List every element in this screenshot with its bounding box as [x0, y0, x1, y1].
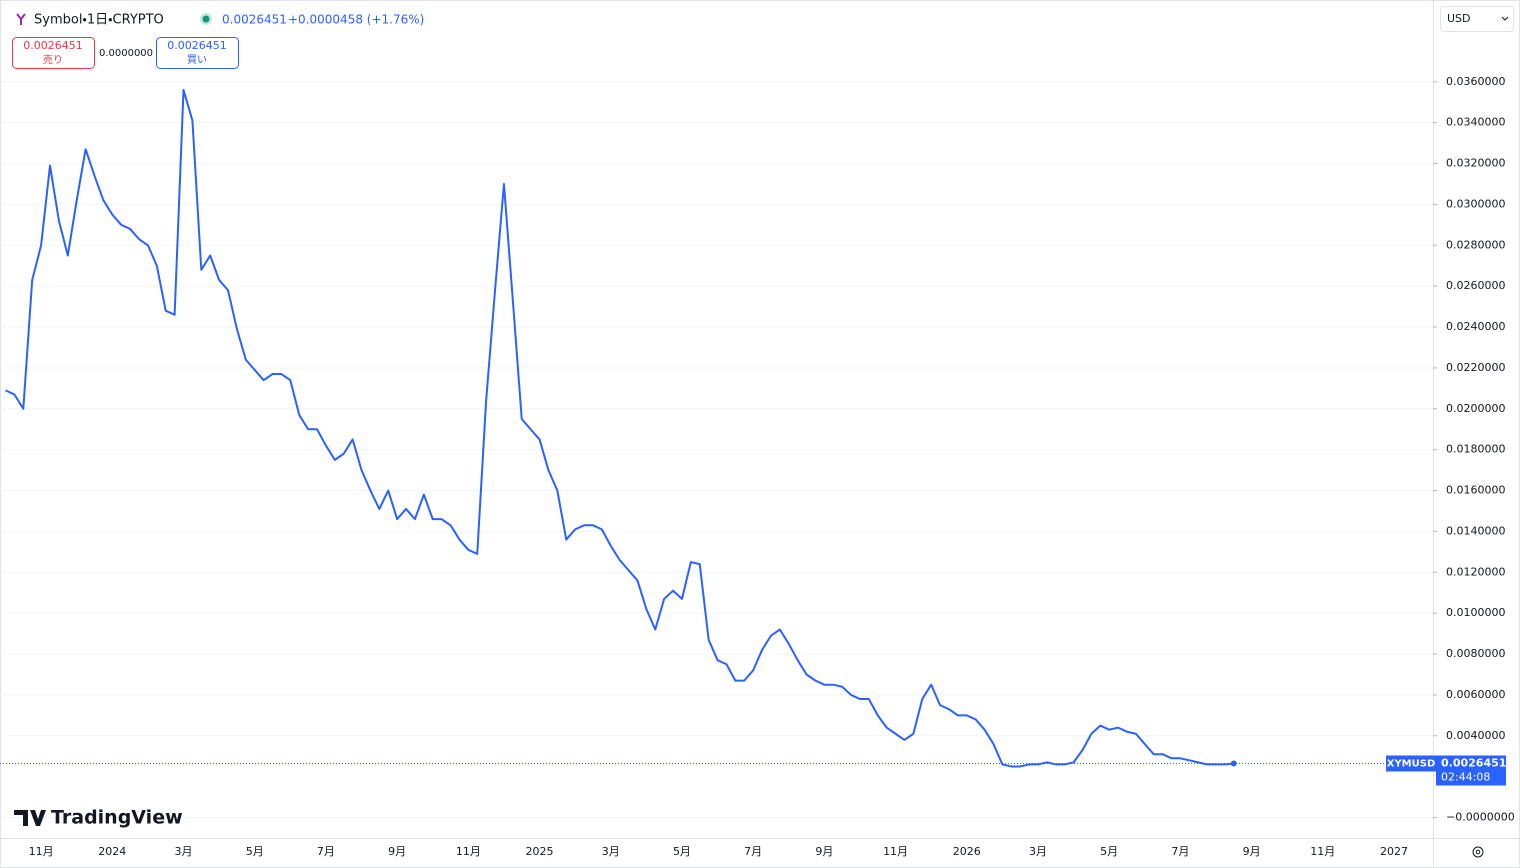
x-tick-label: 7月: [1171, 845, 1189, 858]
x-tick-label: 11月: [456, 845, 481, 858]
y-tick-label: 0.0220000: [1446, 361, 1506, 374]
y-tick-label: 0.0260000: [1446, 279, 1506, 292]
last-point: [1230, 760, 1237, 767]
y-tick-label: 0.0120000: [1446, 565, 1506, 578]
x-tick-label: 11月: [1310, 845, 1335, 858]
x-tick-label: 11月: [883, 845, 908, 858]
buy-button[interactable]: [156, 37, 239, 69]
dropdown-arrow: [1501, 16, 1509, 21]
y-tick-label: 0.0040000: [1446, 729, 1506, 742]
y-tick-label: 0.0180000: [1446, 443, 1506, 456]
currency-select[interactable]: [1440, 6, 1514, 32]
x-tick-label: 2024: [98, 845, 126, 858]
x-tick-label: 9月: [1243, 845, 1261, 858]
settings-icon-center: [1475, 849, 1481, 855]
settings-icon[interactable]: [1472, 846, 1484, 858]
x-tick-label: 5月: [673, 845, 691, 858]
x-tick-label: 9月: [815, 845, 833, 858]
y-tick-label: 0.0340000: [1446, 116, 1506, 129]
y-tick-label: 0.0300000: [1446, 197, 1506, 210]
buy-label: 買い: [187, 54, 207, 66]
y-tick-label: 0.0200000: [1446, 402, 1506, 415]
x-tick-label: 3月: [602, 845, 620, 858]
symbol-title[interactable]: Symbol・1日・CRYPTO: [34, 13, 164, 28]
y-tick-label: −0.0000000: [1446, 811, 1515, 824]
price-badge-value: 0.0026451: [1441, 756, 1506, 769]
ticker-badge: [1386, 755, 1436, 772]
sell-button[interactable]: [12, 37, 95, 69]
sell-label: 売り: [43, 53, 63, 66]
x-tick-label: 2026: [953, 845, 981, 858]
ticker-label: XYMUSD: [1387, 758, 1436, 769]
y-tick-label: 0.0060000: [1446, 688, 1506, 701]
price-change: +0.0000458 (+1.76%): [288, 13, 424, 27]
y-tick-label: 0.0140000: [1446, 524, 1506, 537]
countdown: 02:44:08: [1441, 770, 1490, 783]
y-tick-label: 0.0080000: [1446, 647, 1506, 660]
x-tick-label: 2027: [1380, 845, 1408, 858]
x-tick-label: 7月: [317, 845, 335, 858]
y-tick-label: 0.0100000: [1446, 606, 1506, 619]
logo-mark: [14, 810, 46, 826]
x-tick-label: 7月: [744, 845, 762, 858]
y-tick-label: 0.0280000: [1446, 238, 1506, 251]
x-tick-label: 3月: [1029, 845, 1047, 858]
x-tick-label: 3月: [175, 845, 193, 858]
buy-price: 0.0026451: [167, 39, 227, 52]
x-tick-label: 5月: [1100, 845, 1118, 858]
price-line: [5, 88, 1234, 768]
plot: [0, 88, 1433, 768]
symbol-icon: [16, 13, 26, 25]
y-tick-label: 0.0320000: [1446, 157, 1506, 170]
logo: TradingView: [51, 807, 183, 829]
y-tick-label: 0.0360000: [1446, 75, 1506, 88]
price-badge: [1436, 755, 1506, 786]
x-tick-label: 5月: [246, 845, 264, 858]
x-tick-label: 2025: [526, 845, 554, 858]
last-price: 0.0026451: [222, 13, 287, 27]
sell-price: 0.0026451: [23, 39, 83, 52]
currency: USD: [1447, 12, 1471, 25]
spread: 0.0000000: [99, 48, 153, 59]
x-tick-label: 11月: [29, 845, 54, 858]
y-tick-label: 0.0160000: [1446, 484, 1506, 497]
x-tick-label: 9月: [388, 845, 406, 858]
grid: [0, 81, 1433, 819]
y-tick-label: 0.0240000: [1446, 320, 1506, 333]
status-dot: [202, 15, 210, 23]
